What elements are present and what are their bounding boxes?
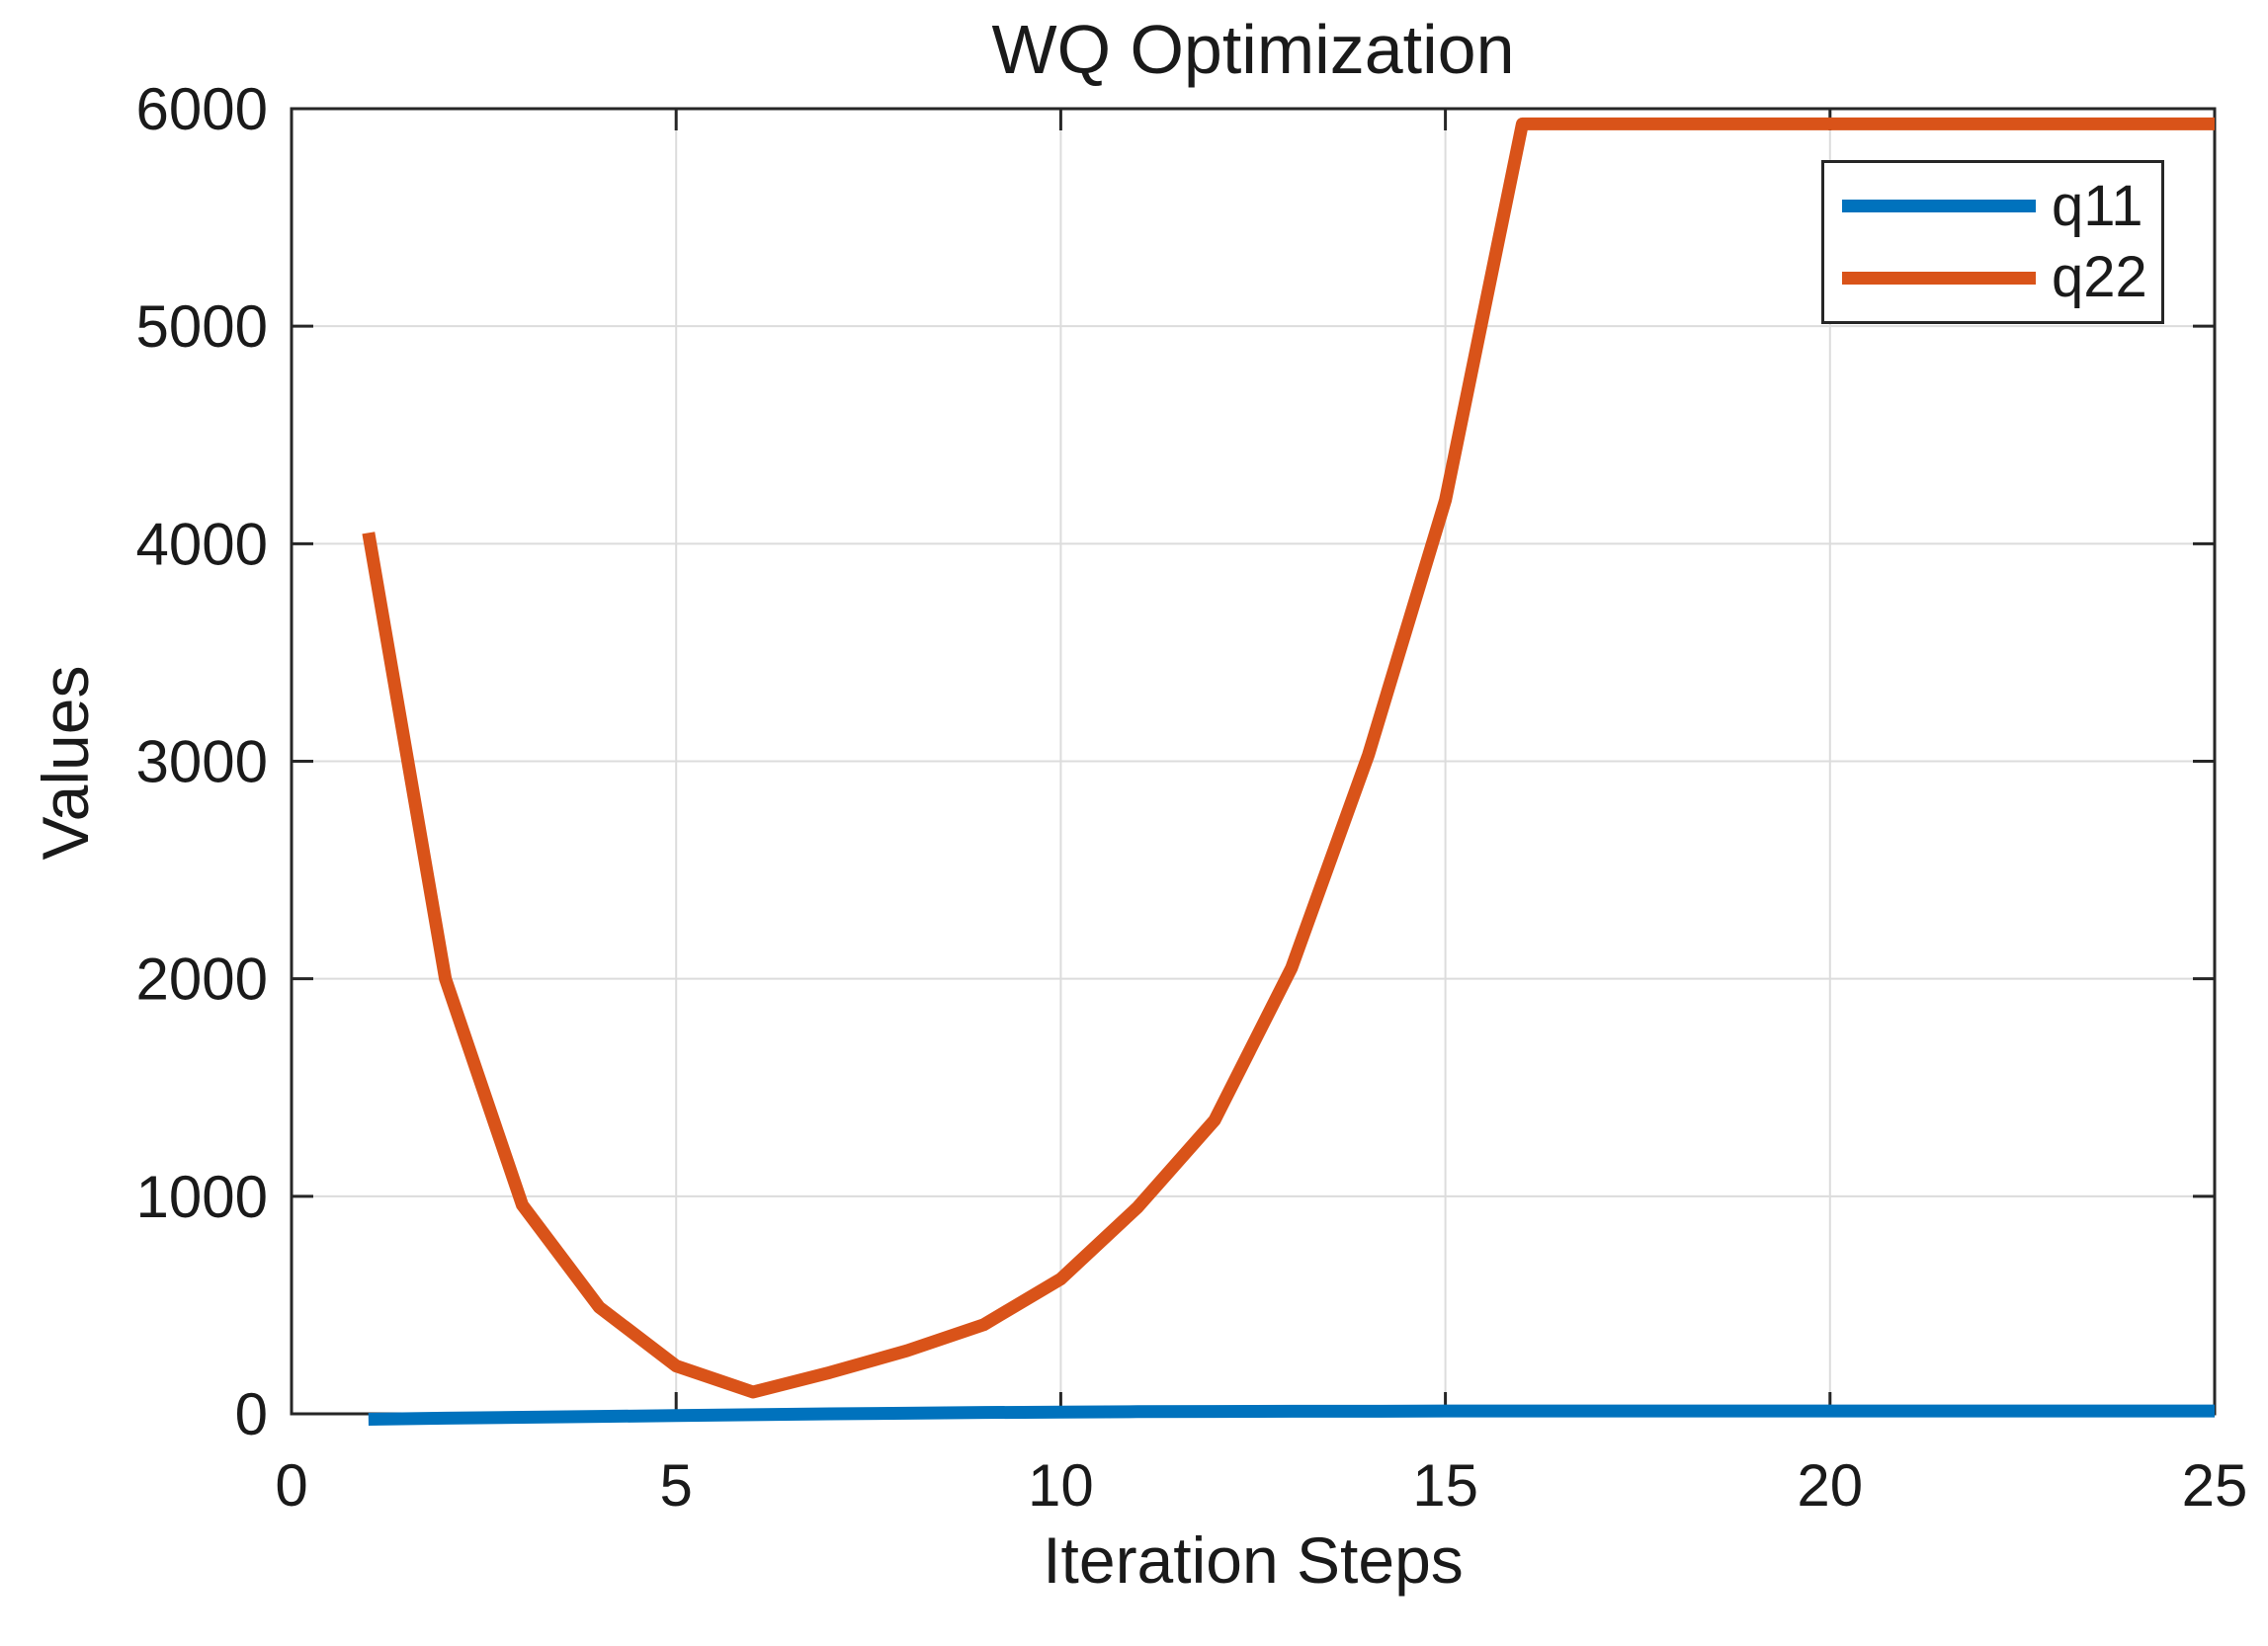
legend-entry-q11: q11	[1842, 173, 2161, 238]
legend-line-sample-q11	[1842, 200, 2036, 213]
x-tick-label: 20	[1797, 1452, 1863, 1519]
series-line-q22	[362, 117, 2215, 1399]
y-tick-label: 3000	[136, 729, 268, 795]
chart-title: WQ Optimization	[991, 11, 1515, 88]
legend: q11 q22	[1821, 160, 2164, 324]
legend-label-q22: q22	[2052, 245, 2147, 310]
x-tick-label: 0	[275, 1452, 307, 1519]
x-tick-label: 10	[1028, 1452, 1094, 1519]
y-tick-label: 6000	[136, 76, 268, 142]
x-axis-label: Iteration Steps	[1043, 1523, 1464, 1597]
x-tick-label: 15	[1412, 1452, 1478, 1519]
y-tick-label: 0	[235, 1381, 268, 1447]
y-tick-label: 2000	[136, 946, 268, 1013]
y-tick-label: 4000	[136, 511, 268, 577]
legend-entry-q22: q22	[1842, 249, 2161, 306]
series-line-q11	[368, 1404, 2215, 1427]
y-tick-label: 5000	[136, 293, 268, 360]
y-tick-label: 1000	[136, 1164, 268, 1230]
x-tick-label: 25	[2182, 1452, 2248, 1519]
x-tick-label: 5	[660, 1452, 693, 1519]
legend-line-sample-q22	[1842, 271, 2036, 285]
legend-label-q11: q11	[2052, 173, 2143, 238]
